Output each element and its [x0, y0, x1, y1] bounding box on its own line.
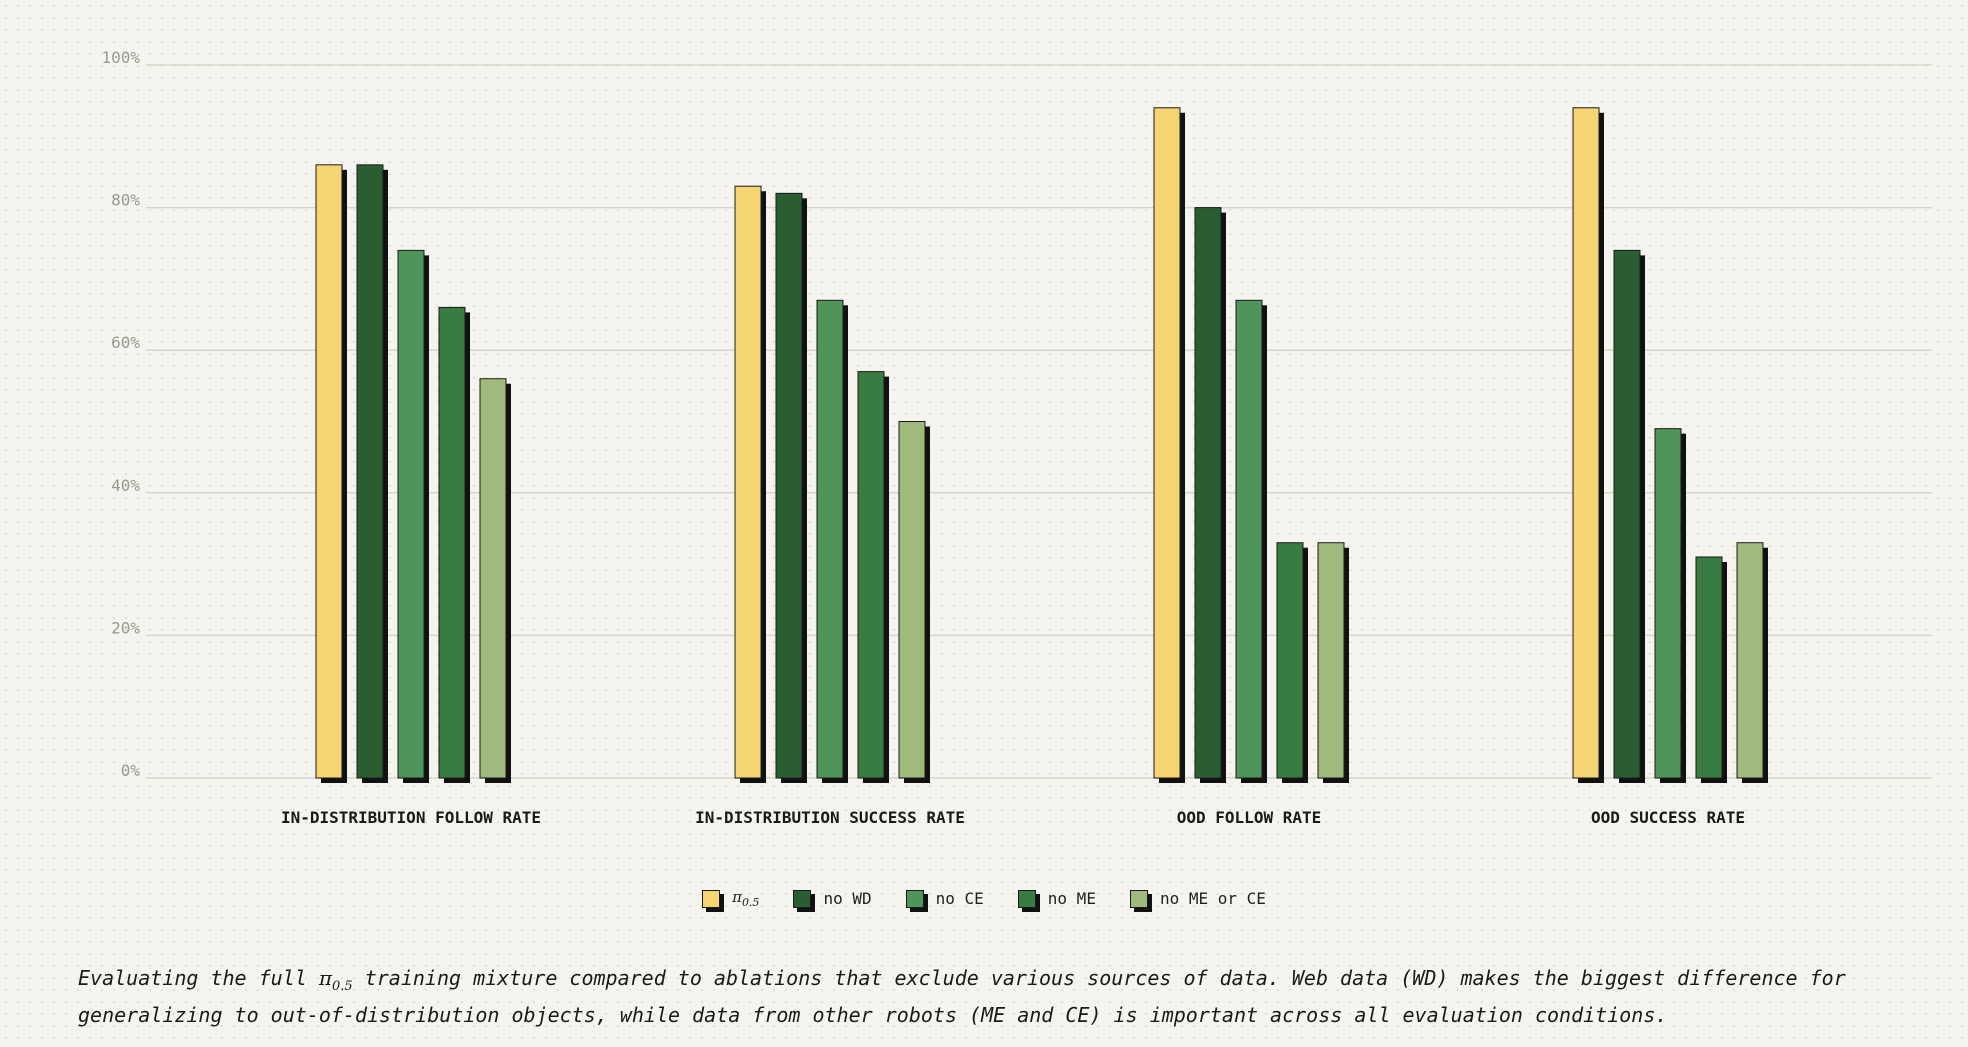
legend-item-no-wd: no WD — [793, 889, 872, 908]
legend-label-pi05: π0.5 — [732, 888, 759, 909]
legend-pi-subscript: 0.5 — [741, 896, 760, 909]
legend-item-pi05: π0.5 — [702, 888, 759, 909]
legend-swatch-no-ce — [905, 889, 924, 908]
bar — [898, 421, 926, 779]
legend-swatch-no-wd — [793, 889, 812, 908]
y-tick-label: 60% — [111, 333, 140, 352]
legend: π0.5 no WD no CE no ME no ME or CE — [0, 888, 1968, 909]
legend-swatch-no-me — [1017, 889, 1036, 908]
y-tick-label: 0% — [121, 761, 141, 780]
bar — [315, 164, 343, 779]
bar — [1194, 207, 1222, 779]
y-tick-label: 100% — [101, 48, 140, 67]
bar — [1153, 107, 1181, 779]
legend-item-no-ce: no CE — [905, 889, 984, 908]
bar — [1317, 542, 1345, 779]
bar — [1695, 556, 1723, 779]
bar — [734, 185, 762, 779]
y-tick-label: 40% — [111, 476, 140, 495]
caption-pi-subscript: 0.5 — [331, 979, 353, 994]
legend-label-no-me-or-ce: no ME or CE — [1159, 889, 1266, 908]
legend-item-no-me: no ME — [1017, 889, 1096, 908]
bar — [1654, 428, 1682, 779]
category-label: OOD FOLLOW RATE — [1177, 808, 1322, 827]
legend-label-no-wd: no WD — [823, 889, 872, 908]
y-tick-label: 80% — [111, 191, 140, 210]
bar — [397, 249, 425, 779]
legend-label-no-ce: no CE — [935, 889, 984, 908]
category-label: OOD SUCCESS RATE — [1591, 808, 1745, 827]
bar-chart: 0% 20% 40% 60% 80% 100% IN-DISTRIBUTION FOLLOW… — [101, 48, 1932, 827]
legend-label-no-me: no ME — [1047, 889, 1096, 908]
category-label: IN-DISTRIBUTION SUCCESS RATE — [695, 808, 965, 827]
bar — [479, 378, 507, 779]
bar — [1613, 249, 1641, 779]
legend-swatch-pi05 — [702, 889, 721, 908]
legend-pi-symbol: π — [732, 888, 742, 906]
bar — [775, 192, 803, 779]
bar — [857, 371, 885, 779]
category-label: IN-DISTRIBUTION FOLLOW RATE — [281, 808, 541, 827]
bar — [1572, 107, 1600, 779]
y-tick-label: 20% — [111, 618, 140, 637]
bar — [816, 299, 844, 779]
legend-swatch-no-me-or-ce — [1129, 889, 1148, 908]
bar — [1235, 299, 1263, 779]
caption-part2: training mixture compared to ablations t… — [78, 966, 1846, 1027]
caption-pi-symbol: π — [318, 966, 332, 990]
caption-part1: Evaluating the full — [78, 966, 319, 990]
bar — [1736, 542, 1764, 779]
bar — [356, 164, 384, 779]
bar — [438, 306, 466, 779]
legend-item-no-me-or-ce: no ME or CE — [1129, 889, 1266, 908]
figure-caption: Evaluating the full π0.5 training mixtur… — [78, 964, 1908, 1029]
bar — [1276, 542, 1304, 779]
